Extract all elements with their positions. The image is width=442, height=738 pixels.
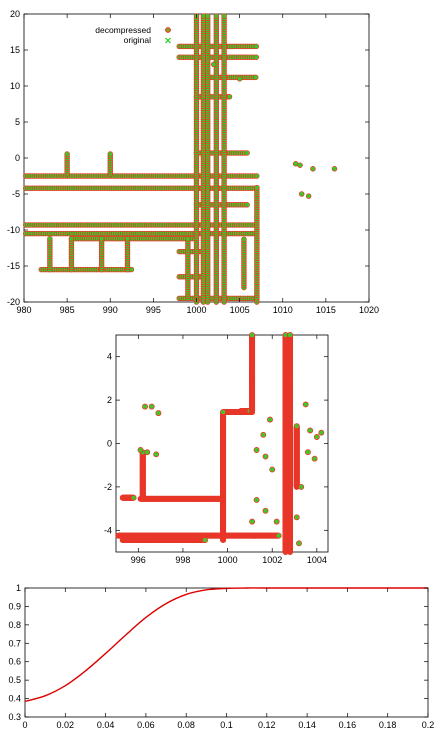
legend-label-original: original bbox=[124, 35, 152, 45]
x-tick-label: 1005 bbox=[230, 305, 250, 315]
x-tick-label: 1015 bbox=[316, 305, 336, 315]
y-tick-label: 15 bbox=[10, 45, 20, 55]
x-tick-label: 990 bbox=[103, 305, 118, 315]
isolated-point bbox=[332, 167, 337, 172]
x-tick-label: 1010 bbox=[273, 305, 293, 315]
y-tick-label: 10 bbox=[10, 81, 20, 91]
y-tick-label: -20 bbox=[7, 297, 20, 307]
segment-vertical bbox=[242, 237, 247, 290]
segment-vertical bbox=[99, 237, 104, 272]
y-tick-label: -5 bbox=[12, 189, 20, 199]
isolated-point bbox=[299, 192, 304, 197]
legend-label-decompressed: decompressed bbox=[95, 25, 151, 35]
segment-vertical bbox=[222, 14, 227, 305]
segment-vertical bbox=[205, 14, 210, 305]
legend-marker-decompressed bbox=[166, 28, 171, 33]
segment-horizontal bbox=[69, 236, 197, 241]
segment-vertical bbox=[194, 14, 199, 305]
chart-1-legend: decompressed original bbox=[95, 25, 170, 45]
y-tick-label: -10 bbox=[7, 225, 20, 235]
x-tick-label: 1000 bbox=[186, 305, 206, 315]
chart-1-data-points bbox=[23, 14, 336, 305]
segment-vertical bbox=[48, 237, 53, 272]
segment-vertical bbox=[69, 237, 74, 272]
segment-horizontal bbox=[120, 538, 207, 543]
segment-vertical bbox=[65, 152, 70, 176]
segment-horizontal bbox=[203, 75, 258, 80]
segment-horizontal bbox=[39, 267, 134, 272]
y-tick-label: 5 bbox=[15, 117, 20, 127]
y-tick-label: -15 bbox=[7, 261, 20, 271]
chart-1-scatter-full-map: 980 985 990 995 1000 1005 1010 1015 1020-20-15-1… bbox=[7, 9, 379, 315]
chart-2-data-points bbox=[116, 333, 324, 555]
x-tick-label: 985 bbox=[60, 305, 75, 315]
isolated-point bbox=[306, 194, 311, 199]
legend-marker-original bbox=[166, 38, 171, 43]
segment-vertical bbox=[214, 14, 219, 305]
isolated-point bbox=[298, 163, 303, 168]
segment-vertical bbox=[125, 237, 130, 272]
isolated-point bbox=[311, 167, 316, 172]
segment-vertical bbox=[108, 152, 113, 176]
segment-vertical bbox=[255, 185, 260, 304]
x-tick-label: 1020 bbox=[359, 305, 379, 315]
y-tick-label: 0 bbox=[15, 153, 20, 163]
isolated-point bbox=[211, 62, 216, 67]
x-tick-label: 995 bbox=[146, 305, 161, 315]
segment-vertical bbox=[186, 237, 191, 301]
isolated-point bbox=[237, 77, 242, 82]
y-tick-label: 20 bbox=[10, 9, 20, 19]
